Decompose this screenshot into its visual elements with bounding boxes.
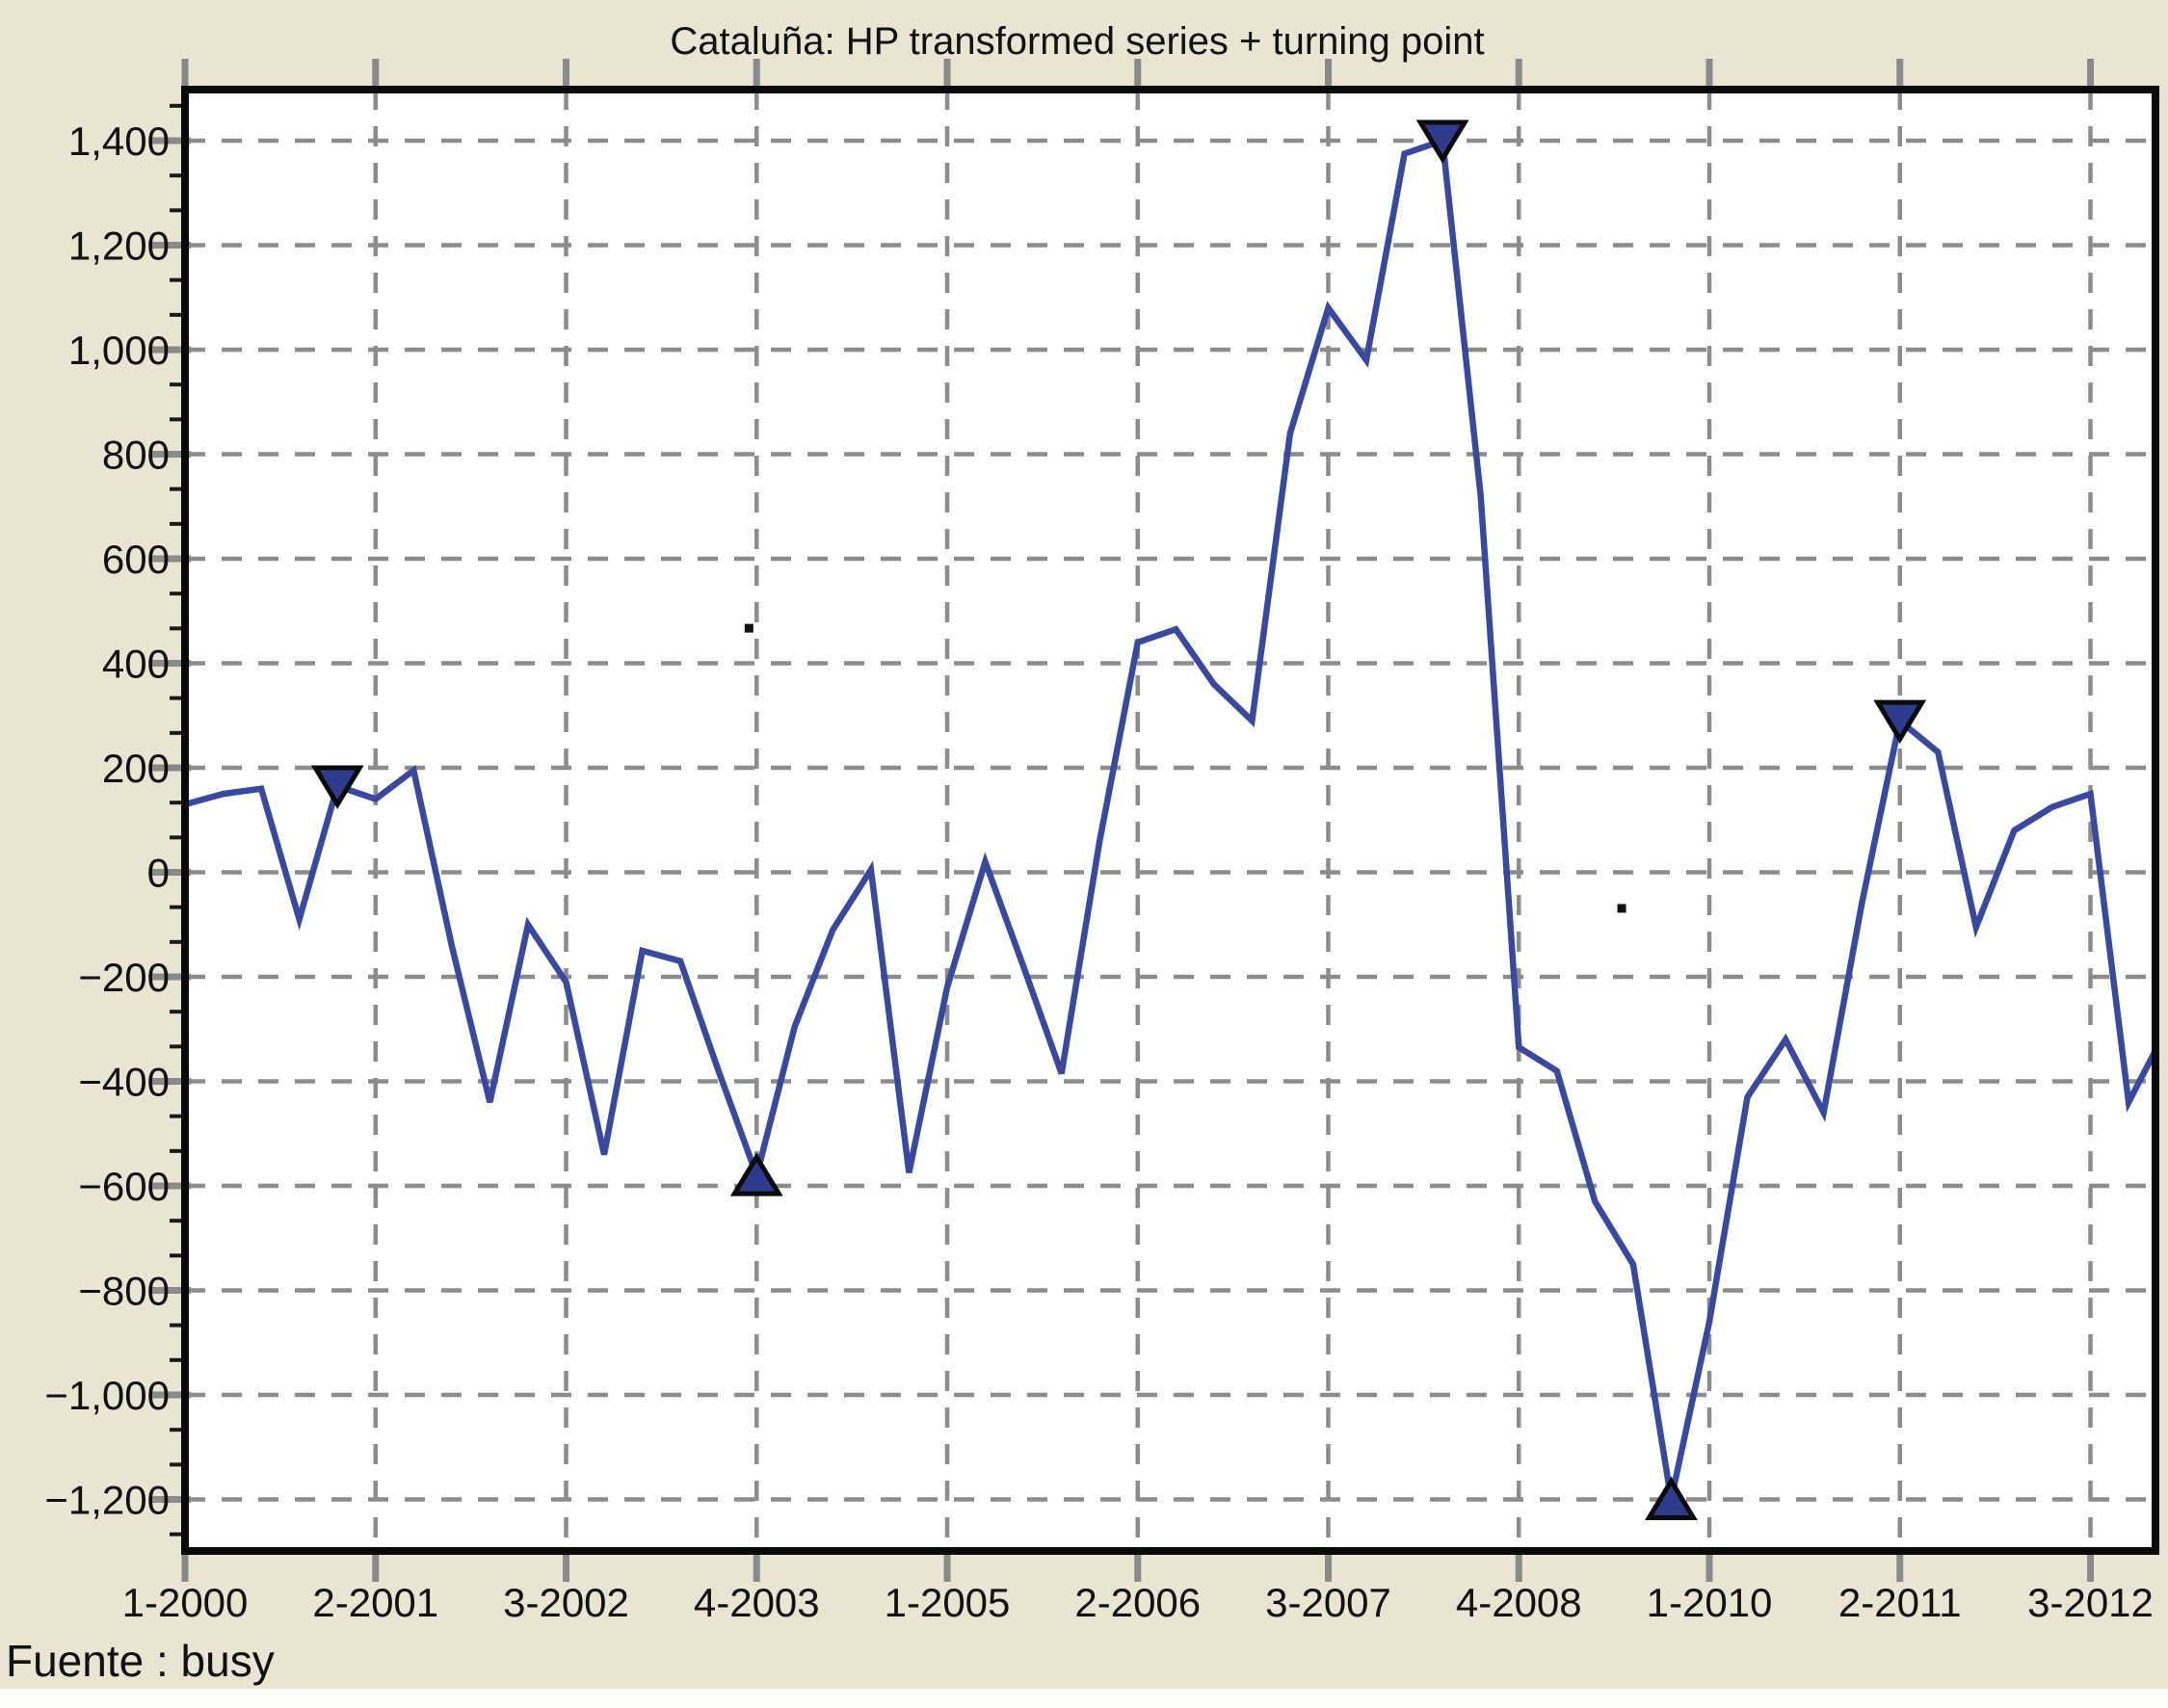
x-axis-tick-label: 1-2005 — [885, 1580, 1011, 1625]
y-axis-tick-label: −800 — [78, 1269, 170, 1314]
y-axis-tick-label: 800 — [102, 433, 170, 478]
x-axis-tick-label: 1-2010 — [1647, 1580, 1773, 1625]
y-axis-tick-label: 0 — [147, 851, 170, 896]
y-axis-tick-label: −1,000 — [44, 1373, 170, 1418]
x-axis-tick-label: 2-2006 — [1074, 1580, 1201, 1625]
y-axis-tick-label: −1,200 — [44, 1478, 170, 1523]
y-axis-tick-label: −400 — [78, 1060, 170, 1105]
series-line — [185, 136, 2155, 1501]
y-axis-tick-label: −200 — [78, 955, 170, 1000]
y-axis-tick-label: 200 — [102, 746, 170, 791]
x-axis-tick-label: 3-2002 — [503, 1580, 629, 1625]
artifact-speck — [1617, 904, 1626, 913]
x-axis-tick-label: 2-2001 — [312, 1580, 438, 1625]
y-axis-tick-label: 1,200 — [68, 223, 170, 269]
plot-border — [181, 86, 2159, 1555]
x-axis-tick-label: 4-2003 — [694, 1580, 820, 1625]
x-axis-tick-label: 3-2012 — [2027, 1580, 2154, 1625]
y-axis-tick-label: −600 — [78, 1164, 170, 1209]
x-axis-tick-label: 3-2007 — [1265, 1580, 1391, 1625]
y-axis-tick-label: 400 — [102, 642, 170, 687]
plot-area — [185, 90, 2155, 1551]
source-note: Fuente : busy — [6, 1636, 275, 1686]
x-axis-tick-label: 2-2011 — [1838, 1580, 1962, 1625]
turning-point-marker-trough — [1645, 1476, 1698, 1520]
label-layer: 1,400 1,200 1,000 800 600 400 200 0 −200 −400 −600… — [44, 118, 2154, 1625]
y-axis-tick-label: 1,400 — [68, 118, 170, 164]
x-axis-tick-label: 1-2000 — [122, 1580, 249, 1625]
y-axis-tick-label: 1,000 — [68, 328, 170, 373]
artifact-speck — [744, 623, 754, 633]
turning-point-marker-trough — [729, 1152, 783, 1196]
bottom-strip — [0, 1689, 2168, 1708]
marker-layer — [310, 119, 1927, 1520]
turning-point-marker-peak — [1873, 699, 1927, 745]
chart-title: Cataluña: HP transformed series + turnin… — [670, 20, 1484, 63]
x-axis-tick-label: 4-2008 — [1456, 1580, 1582, 1625]
y-axis-tick-label: 600 — [102, 537, 170, 582]
turning-point-marker-peak — [1415, 119, 1469, 164]
series-layer — [185, 136, 2155, 1501]
turning-point-marker-peak — [310, 765, 364, 809]
